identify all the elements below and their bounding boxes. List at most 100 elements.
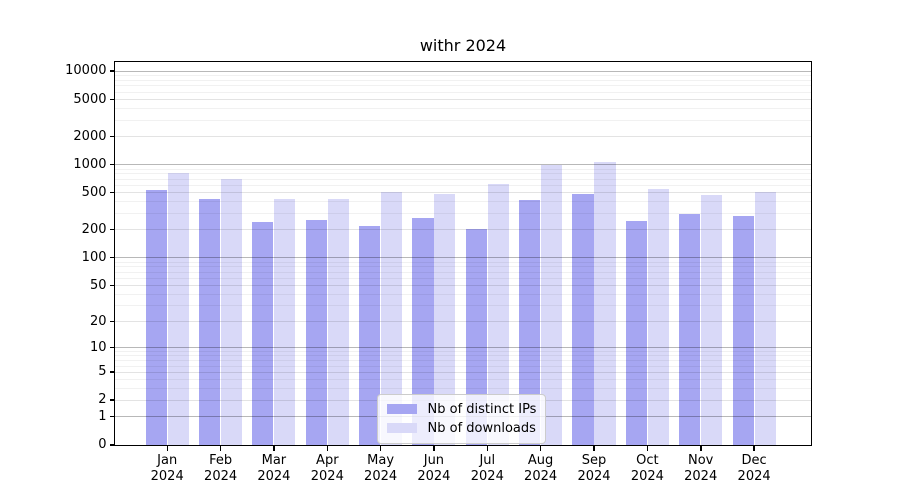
x-label-month: Sep (581, 452, 607, 468)
gridline (114, 70, 811, 72)
bar-nb-of-downloads-apr (327, 199, 349, 445)
x-tick (379, 445, 382, 451)
x-tick-label: Feb 2024 (189, 453, 253, 485)
y-tick-label: 1000 (73, 156, 107, 172)
x-label-year: 2024 (737, 468, 771, 484)
gridline (114, 184, 811, 186)
y-tick (109, 371, 115, 373)
x-label-month: Apr (316, 452, 339, 468)
gridline (114, 178, 811, 180)
x-tick-label: May 2024 (349, 453, 413, 485)
bar-nb-of-downloads-dec (754, 192, 776, 445)
x-label-month: Feb (209, 452, 233, 468)
x-label-year: 2024 (150, 468, 184, 484)
gridline (114, 119, 811, 121)
y-tick-label: 5 (98, 364, 107, 380)
y-tick (109, 415, 115, 418)
x-label-year: 2024 (630, 468, 664, 484)
x-tick-label: Jun 2024 (402, 453, 466, 485)
x-label-year: 2024 (364, 468, 398, 484)
bar-nb-of-downloads-sep (594, 162, 616, 445)
bar-nb-of-downloads-feb (221, 178, 243, 445)
bar-nb-of-distinct-ips-dec (732, 216, 754, 445)
y-tick-label: 100 (81, 249, 107, 265)
y-tick-label: 50 (89, 277, 107, 293)
x-tick-label: Oct 2024 (615, 453, 679, 485)
x-label-month: Dec (741, 452, 767, 468)
x-tick (433, 445, 435, 451)
x-tick (166, 445, 168, 451)
bar-nb-of-distinct-ips-sep (572, 194, 594, 445)
x-label-year: 2024 (470, 468, 504, 484)
bar-nb-of-downloads-aug (541, 164, 563, 445)
x-label-year: 2024 (577, 468, 611, 484)
x-label-year: 2024 (257, 468, 291, 484)
bar-nb-of-downloads-jan (167, 173, 189, 445)
x-tick-label: Apr 2024 (295, 453, 359, 485)
y-tick-label: 1 (98, 408, 107, 424)
x-tick (486, 445, 489, 451)
y-tick-label: 5000 (73, 91, 107, 107)
bar-nb-of-downloads-may (381, 192, 403, 445)
y-tick (109, 444, 115, 446)
x-tick (326, 445, 328, 451)
gridline (114, 75, 811, 77)
bar-nb-of-distinct-ips-apr (305, 220, 327, 445)
x-label-month: Oct (636, 452, 659, 468)
x-tick-label: Mar 2024 (242, 453, 306, 485)
x-label-month: Jun (423, 452, 445, 468)
y-tick-label: 200 (81, 221, 107, 237)
y-tick (109, 98, 115, 100)
x-tick (593, 445, 595, 451)
bar-nb-of-distinct-ips-jun (412, 218, 434, 445)
bar-nb-of-distinct-ips-jul (465, 228, 487, 445)
x-tick-label: Dec 2024 (722, 453, 786, 485)
x-tick-label: Aug 2024 (509, 453, 573, 485)
bar-nb-of-distinct-ips-mar (252, 222, 274, 445)
bar-nb-of-distinct-ips-oct (625, 221, 647, 445)
bar-nb-of-downloads-jun (434, 194, 456, 445)
x-tick-label: Jul 2024 (455, 453, 519, 485)
y-tick (109, 135, 115, 138)
x-tick (539, 445, 542, 451)
x-label-month: May (367, 452, 395, 468)
x-tick-label: Jan 2024 (135, 453, 199, 485)
bar-nb-of-distinct-ips-nov (679, 214, 701, 445)
gridline (114, 99, 811, 100)
gridline (114, 85, 811, 87)
x-label-year: 2024 (310, 468, 344, 484)
bar-nb-of-downloads-oct (647, 189, 669, 445)
gridline (114, 91, 811, 93)
x-label-month: Nov (688, 452, 714, 468)
bar-nb-of-downloads-nov (701, 195, 723, 445)
gridline (114, 173, 811, 175)
legend-item: Nb of downloads (386, 419, 537, 438)
legend-label: Nb of distinct IPs (427, 401, 537, 417)
x-label-month: Aug (527, 452, 554, 468)
bar-nb-of-distinct-ips-may (359, 226, 381, 445)
x-tick-label: Sep 2024 (562, 453, 626, 485)
x-label-month: Jul (479, 452, 496, 468)
y-tick (109, 256, 115, 259)
x-tick-label: Nov 2024 (669, 453, 733, 485)
x-label-year: 2024 (204, 468, 238, 484)
y-tick (109, 163, 115, 166)
legend: Nb of distinct IPs Nb of downloads (376, 393, 547, 444)
plot-area: Nb of distinct IPs Nb of downloads 0 1 2 5 10… (65, 60, 812, 484)
gridline (114, 164, 811, 166)
y-tick-label: 500 (81, 184, 107, 200)
bar-nb-of-distinct-ips-feb (199, 198, 221, 445)
x-label-year: 2024 (417, 468, 451, 484)
x-label-month: Mar (261, 452, 287, 468)
bar-nb-of-distinct-ips-jan (145, 189, 167, 445)
x-label-year: 2024 (684, 468, 718, 484)
x-tick (646, 445, 649, 451)
y-tick (109, 228, 115, 231)
x-tick (700, 445, 702, 451)
y-tick (109, 284, 115, 286)
legend-item: Nb of distinct IPs (386, 400, 537, 419)
x-tick (273, 445, 275, 451)
y-tick-label: 20 (89, 313, 107, 329)
x-label-year: 2024 (524, 468, 558, 484)
